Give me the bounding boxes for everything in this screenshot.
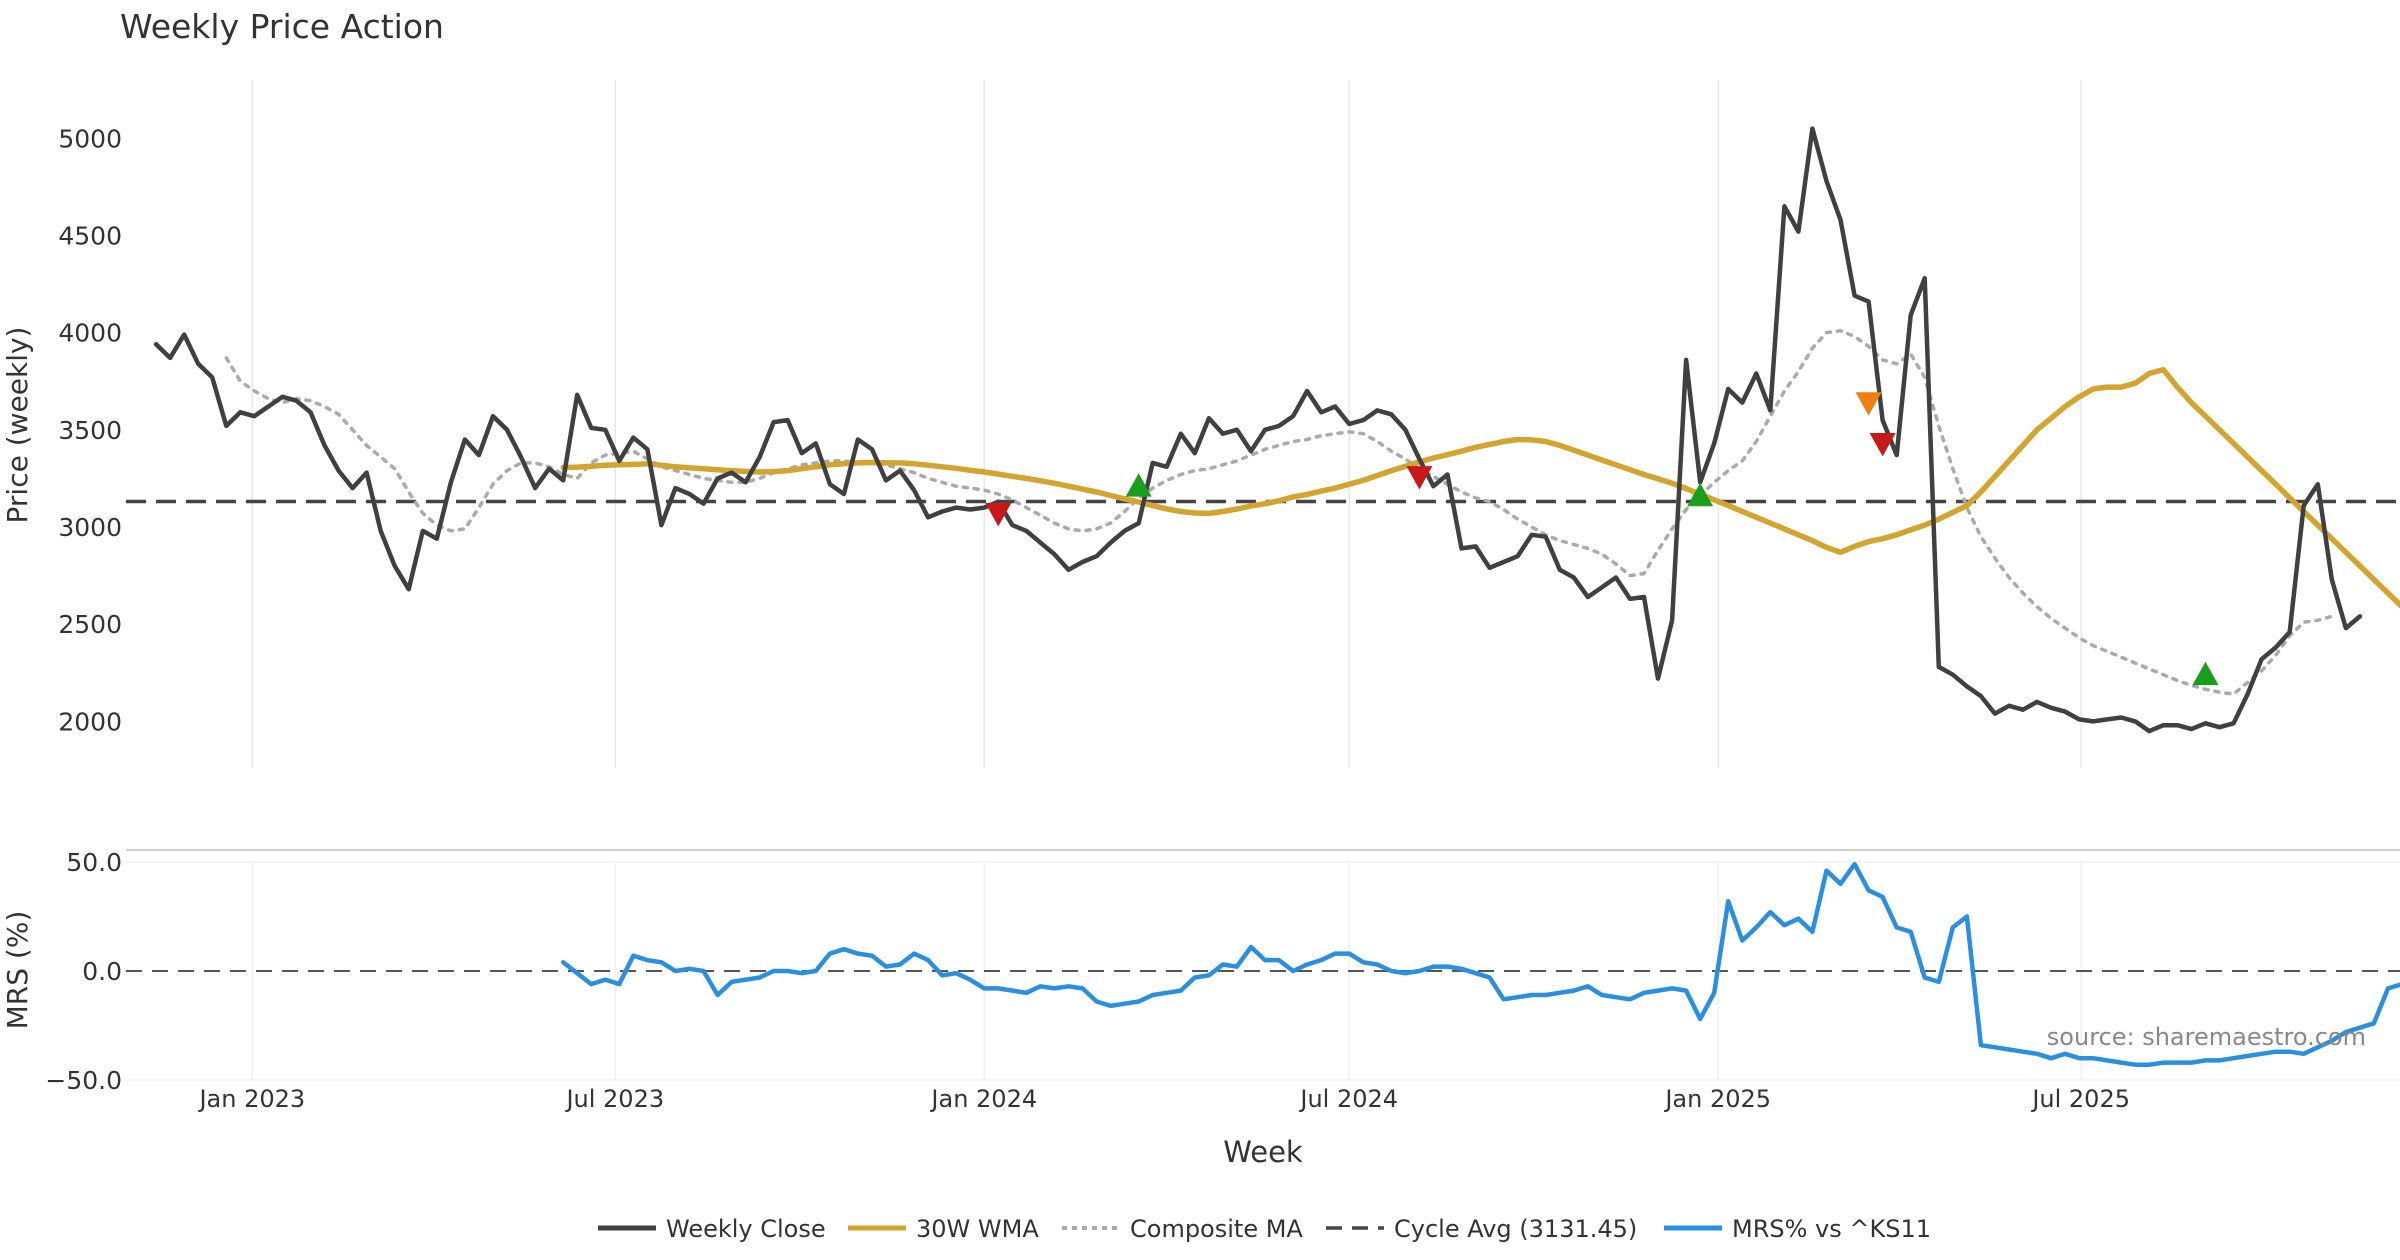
main-y-tick-label: 3500 (58, 416, 122, 445)
mrs-line (560, 861, 2400, 1067)
x-tick-label: Jan 2023 (197, 1085, 305, 1113)
main-panel: 2000 2500 3000 3500 4000 4500 5000 Price (week… (1, 80, 2400, 768)
chart-title: Weekly Price Action (120, 7, 444, 46)
wma-30w-line (560, 366, 2400, 609)
mrs-y-tick-label: −50.0 (45, 1066, 122, 1095)
buy-signal-marker (2192, 661, 2219, 686)
sell-signal-marker (1406, 466, 1433, 490)
mrs-y-tick-labels: 50.0 0.0 −50.0 (45, 848, 122, 1095)
sell-signal-marker (985, 503, 1012, 527)
main-y-tick-labels: 2000 2500 3000 3500 4000 4500 5000 (58, 124, 122, 736)
legend-label-composite-ma: Composite MA (1130, 1215, 1303, 1243)
main-y-tick-label: 4000 (58, 319, 122, 348)
legend-label-30w-wma: 30W WMA (916, 1215, 1039, 1243)
buy-signal-marker (1687, 482, 1714, 507)
mrs-y-tick-label: 0.0 (82, 957, 122, 986)
legend-label-weekly-close: Weekly Close (666, 1215, 826, 1243)
main-y-tick-label: 4500 (58, 221, 122, 250)
source-annotation: source: sharemaestro.com (2047, 1023, 2366, 1051)
legend-label-mrs: MRS% vs ^KS11 (1732, 1215, 1931, 1243)
x-tick-label: Jul 2025 (2030, 1085, 2130, 1113)
composite-ma-line (224, 328, 2334, 696)
main-series (153, 126, 2400, 734)
main-y-axis-label: Price (weekly) (1, 327, 34, 524)
x-axis-label: Week (1223, 1135, 1303, 1169)
sell-signal-marker (1869, 433, 1896, 457)
x-tick-labels: Jan 2023 Jul 2023 Jan 2024 Jul 2024 Jan 2025… (197, 1085, 2130, 1113)
x-tick-label: Jul 2023 (564, 1085, 664, 1113)
signal-markers (985, 392, 2219, 686)
main-y-tick-label: 2500 (58, 610, 122, 639)
main-y-tick-label: 5000 (58, 124, 122, 153)
sell-signal-marker (1855, 392, 1882, 416)
main-y-tick-label: 3000 (58, 513, 122, 542)
x-tick-label: Jul 2024 (1298, 1085, 1398, 1113)
main-y-tick-label: 2000 (58, 707, 122, 736)
buy-signal-marker (1125, 473, 1152, 497)
mrs-series (560, 861, 2400, 1067)
x-tick-label: Jan 2024 (929, 1085, 1037, 1113)
mrs-y-tick-label: 50.0 (66, 848, 122, 877)
legend: Weekly Close 30W WMA Composite MA Cycle … (598, 1215, 1931, 1243)
x-tick-label: Jan 2025 (1663, 1085, 1771, 1113)
legend-label-cycle-avg: Cycle Avg (3131.45) (1394, 1215, 1637, 1243)
weekly-close-line (153, 126, 2363, 734)
mrs-y-axis-label: MRS (%) (1, 911, 34, 1030)
mrs-panel: 50.0 0.0 −50.0 MRS (%) source: sharemaestr… (1, 848, 2400, 1095)
